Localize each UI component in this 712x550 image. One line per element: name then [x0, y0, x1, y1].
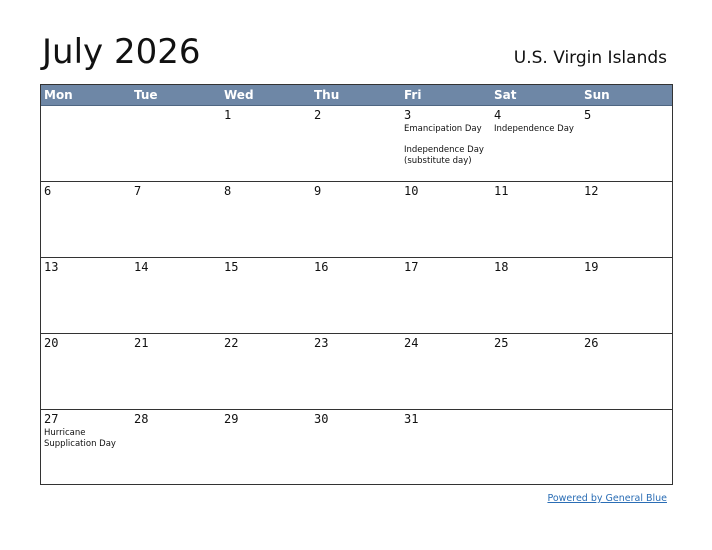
day-number: 8 [224, 184, 232, 198]
day-number: 9 [314, 184, 322, 198]
day-number: 2 [314, 108, 322, 122]
holiday-event: Independence Day [494, 124, 574, 134]
day-number: 29 [224, 412, 239, 426]
day-number: 18 [494, 260, 509, 274]
day-cell: 13 [41, 258, 131, 333]
day-cell: 26 [581, 334, 672, 409]
day-number: 4 [494, 108, 502, 122]
day-number: 27 [44, 412, 59, 426]
weekday-sat: Sat [494, 88, 517, 102]
day-number: 13 [44, 260, 59, 274]
holiday-event: Emancipation Day [404, 124, 482, 134]
day-cell: 28 [131, 410, 221, 486]
page-title: July 2026 [42, 32, 201, 72]
weekday-tue: Tue [134, 88, 158, 102]
week-row: 13 14 15 16 17 18 19 [41, 258, 672, 334]
powered-by-link[interactable]: Powered by General Blue [547, 493, 667, 504]
day-cell: 11 [491, 182, 581, 257]
day-number: 15 [224, 260, 239, 274]
week-row: 6 7 8 9 10 11 12 [41, 182, 672, 258]
day-number: 12 [584, 184, 599, 198]
day-cell: 25 [491, 334, 581, 409]
day-number: 16 [314, 260, 329, 274]
day-cell [41, 106, 131, 181]
day-cell: 31 [401, 410, 491, 486]
day-number: 30 [314, 412, 329, 426]
weekday-fri: Fri [404, 88, 422, 102]
day-cell: 7 [131, 182, 221, 257]
weekday-mon: Mon [44, 88, 73, 102]
day-cell: 30 [311, 410, 401, 486]
calendar-grid: Mon Tue Wed Thu Fri Sat Sun 1 2 3 Emancipat… [40, 84, 673, 485]
day-number: 24 [404, 336, 419, 350]
day-cell: 3 Emancipation Day Independence Day (subst… [401, 106, 491, 181]
day-number: 25 [494, 336, 509, 350]
day-cell: 21 [131, 334, 221, 409]
day-number: 6 [44, 184, 52, 198]
holiday-event: Independence Day (substitute day) [404, 145, 484, 166]
week-row: 1 2 3 Emancipation Day Independence Day (sub… [41, 106, 672, 182]
day-cell: 18 [491, 258, 581, 333]
day-cell: 24 [401, 334, 491, 409]
day-number: 22 [224, 336, 239, 350]
day-cell: 27 Hurricane Supplication Day [41, 410, 131, 486]
day-number: 14 [134, 260, 149, 274]
day-number: 7 [134, 184, 142, 198]
day-number: 3 [404, 108, 412, 122]
day-cell: 17 [401, 258, 491, 333]
day-cell: 2 [311, 106, 401, 181]
day-number: 20 [44, 336, 59, 350]
day-cell [491, 410, 581, 486]
day-number: 31 [404, 412, 419, 426]
day-cell: 16 [311, 258, 401, 333]
day-cell: 14 [131, 258, 221, 333]
day-number: 17 [404, 260, 419, 274]
weekday-wed: Wed [224, 88, 254, 102]
day-number: 28 [134, 412, 149, 426]
day-number: 10 [404, 184, 419, 198]
day-number: 19 [584, 260, 599, 274]
day-cell: 9 [311, 182, 401, 257]
day-cell: 20 [41, 334, 131, 409]
day-number: 23 [314, 336, 329, 350]
day-number: 1 [224, 108, 232, 122]
day-cell [581, 410, 672, 486]
day-cell: 23 [311, 334, 401, 409]
day-cell: 6 [41, 182, 131, 257]
day-cell: 4 Independence Day [491, 106, 581, 181]
holiday-event: Hurricane Supplication Day [44, 428, 116, 449]
day-number: 11 [494, 184, 509, 198]
region-label: U.S. Virgin Islands [513, 48, 667, 68]
day-cell: 10 [401, 182, 491, 257]
day-cell: 29 [221, 410, 311, 486]
day-cell: 19 [581, 258, 672, 333]
weekday-sun: Sun [584, 88, 610, 102]
day-cell: 15 [221, 258, 311, 333]
weeks-container: 1 2 3 Emancipation Day Independence Day (sub… [41, 106, 672, 486]
day-cell [131, 106, 221, 181]
day-cell: 8 [221, 182, 311, 257]
day-cell: 1 [221, 106, 311, 181]
day-cell: 5 [581, 106, 672, 181]
day-number: 5 [584, 108, 592, 122]
day-cell: 12 [581, 182, 672, 257]
day-cell: 22 [221, 334, 311, 409]
weekday-thu: Thu [314, 88, 340, 102]
day-number: 21 [134, 336, 149, 350]
day-number: 26 [584, 336, 599, 350]
week-row: 20 21 22 23 24 25 26 [41, 334, 672, 410]
weekday-header-row: Mon Tue Wed Thu Fri Sat Sun [41, 85, 672, 106]
week-row: 27 Hurricane Supplication Day 28 29 30 31 [41, 410, 672, 486]
